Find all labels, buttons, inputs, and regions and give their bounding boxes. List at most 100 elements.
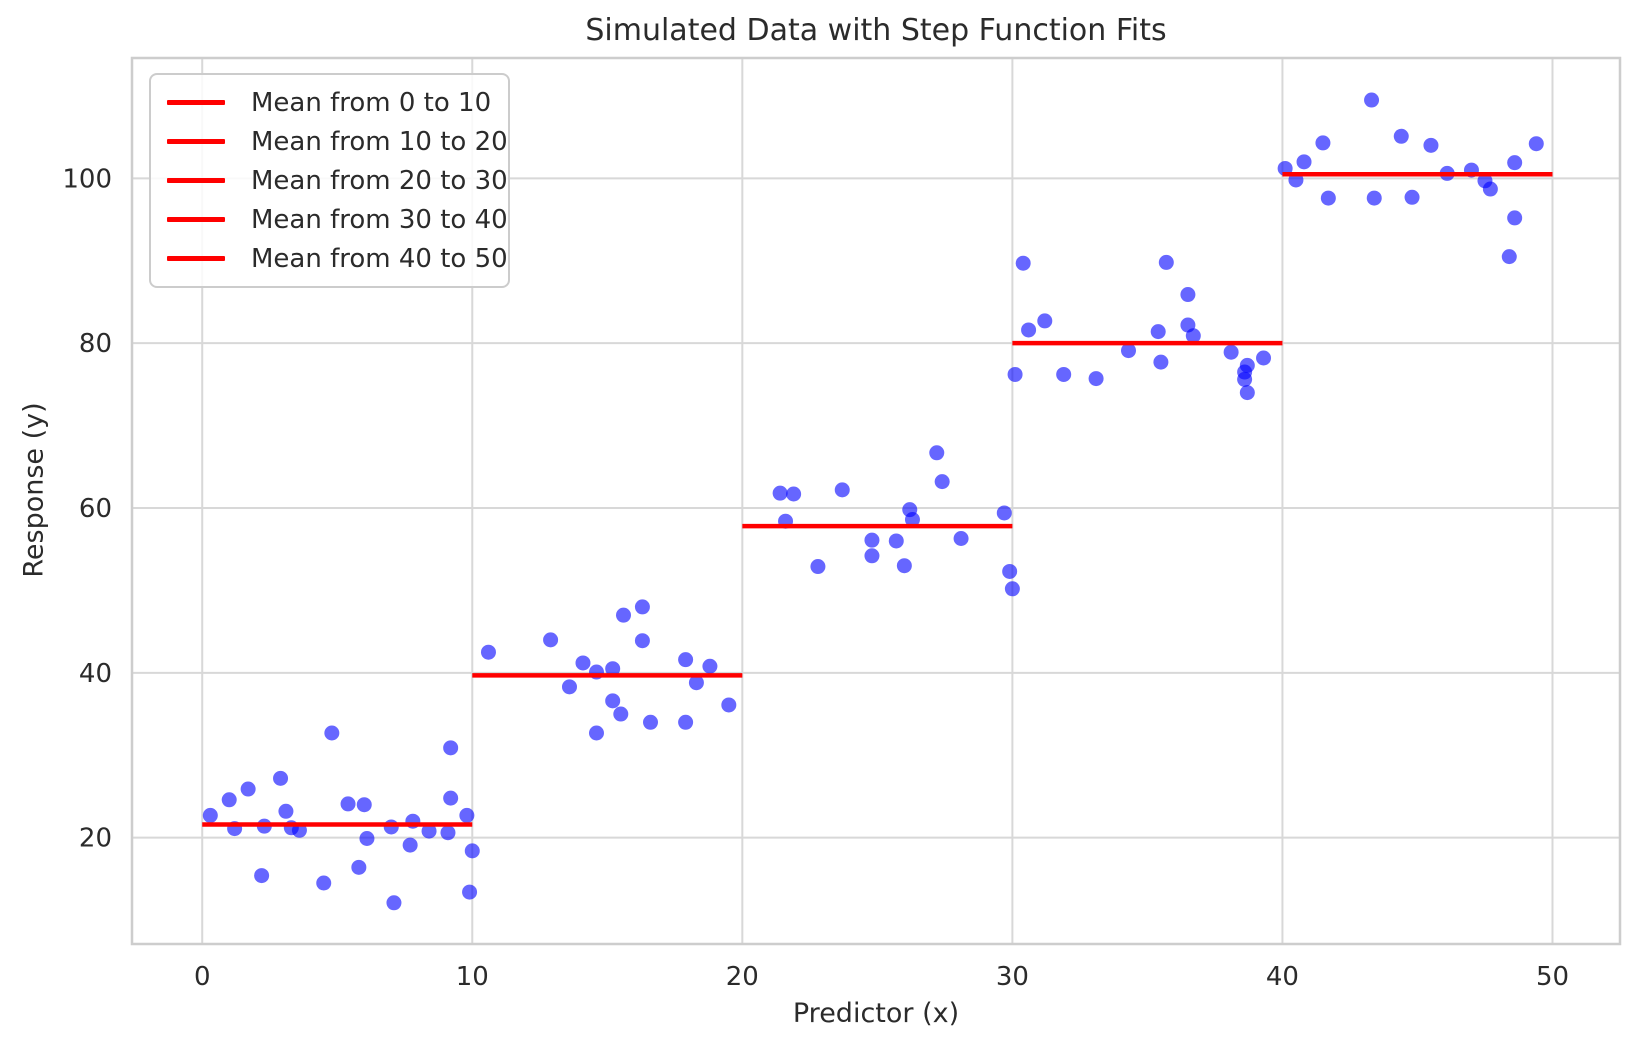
legend-line-sample-icon [167, 178, 225, 183]
scatter-point [605, 661, 621, 677]
scatter-point [864, 548, 880, 564]
scatter-point [356, 797, 372, 813]
scatter-point [864, 532, 880, 548]
legend-line-sample-icon [167, 100, 225, 105]
scatter-point [896, 558, 912, 574]
legend-label: Mean from 40 to 50 [251, 243, 508, 274]
scatter-point [1121, 343, 1137, 359]
scatter-point [1088, 371, 1104, 387]
scatter-point [459, 807, 475, 823]
scatter-point [1507, 155, 1523, 171]
legend-label: Mean from 20 to 30 [251, 165, 508, 196]
scatter-point [810, 559, 826, 575]
scatter-point [464, 843, 480, 859]
scatter-point [1296, 154, 1312, 170]
scatter-point [1528, 136, 1544, 152]
scatter-point [480, 644, 496, 660]
scatter-point [634, 599, 650, 615]
scatter-point [605, 693, 621, 709]
scatter-point [953, 531, 969, 547]
scatter-point [1320, 190, 1336, 206]
y-tick-label: 80 [79, 329, 112, 359]
scatter-point [278, 803, 294, 819]
scatter-point [1366, 190, 1382, 206]
scatter-point [1056, 366, 1072, 382]
legend-label: Mean from 0 to 10 [251, 87, 492, 118]
scatter-point [1185, 328, 1201, 344]
scatter-point [772, 485, 788, 501]
scatter-point [1007, 366, 1023, 382]
scatter-point [643, 714, 659, 730]
scatter-point [934, 474, 950, 490]
scatter-point [615, 607, 631, 623]
scatter-point [888, 533, 904, 549]
scatter-point [421, 823, 437, 839]
y-axis-label: Response (y) [18, 402, 50, 578]
scatter-point [678, 714, 694, 730]
y-tick-label: 20 [79, 824, 112, 854]
scatter-point [688, 675, 704, 691]
scatter-point [443, 790, 459, 806]
scatter-point [1223, 344, 1239, 360]
scatter-point [929, 445, 945, 461]
scatter-point [1507, 210, 1523, 226]
scatter-point [1239, 385, 1255, 401]
y-tick-label: 60 [79, 494, 112, 524]
scatter-point [613, 706, 629, 722]
x-tick-label: 30 [996, 962, 1029, 992]
scatter-point [440, 825, 456, 841]
scatter-point [240, 781, 256, 797]
scatter-point [386, 895, 402, 911]
x-tick-label: 40 [1266, 962, 1299, 992]
scatter-point [1150, 324, 1166, 340]
scatter-point [1237, 371, 1253, 387]
scatter-point [1037, 313, 1053, 329]
scatter-point [443, 740, 459, 756]
scatter-point [1002, 563, 1018, 579]
y-tick-label: 100 [62, 164, 112, 194]
legend-row: Mean from 30 to 40 [167, 201, 508, 239]
scatter-point [462, 884, 478, 900]
scatter-point [1021, 322, 1037, 338]
scatter-point [359, 831, 375, 847]
scatter-point [786, 486, 802, 502]
plot-border [130, 56, 1622, 946]
scatter-point [351, 859, 367, 875]
legend-row: Mean from 10 to 20 [167, 123, 508, 161]
scatter-point [1004, 581, 1020, 597]
scatter-point [561, 679, 577, 695]
x-tick-label: 0 [194, 962, 211, 992]
legend-row: Mean from 20 to 30 [167, 162, 508, 200]
scatter-point [634, 633, 650, 649]
legend-line-sample-icon [167, 256, 225, 261]
scatter-point [1364, 92, 1380, 108]
legend: Mean from 0 to 10 Mean from 10 to 20 Mea… [149, 73, 510, 288]
scatter-point [721, 697, 737, 713]
legend-line-sample-icon [167, 139, 225, 144]
legend-line-sample-icon [167, 217, 225, 222]
scatter-point [678, 652, 694, 668]
x-tick-label: 50 [1536, 962, 1569, 992]
scatter-point [340, 796, 356, 812]
scatter-point [1158, 254, 1174, 270]
scatter-point [1315, 135, 1331, 151]
scatter-point [1404, 189, 1420, 205]
scatter-point [273, 770, 289, 786]
scatter-point [1256, 350, 1272, 366]
scatter-point [1501, 249, 1517, 265]
scatter-point [588, 725, 604, 741]
scatter-point [254, 868, 270, 884]
scatter-point [202, 807, 218, 823]
scatter-point [383, 819, 399, 835]
legend-label: Mean from 30 to 40 [251, 204, 508, 235]
legend-row: Mean from 40 to 50 [167, 240, 508, 278]
scatter-point [316, 875, 332, 891]
scatter-point [1153, 354, 1169, 370]
x-axis-label: Predictor (x) [792, 998, 960, 1029]
scatter-point [575, 655, 591, 671]
scatter-point [221, 792, 237, 808]
scatter-point [543, 632, 559, 648]
scatter-point [904, 512, 920, 528]
scatter-point [1015, 255, 1031, 271]
scatter-point [1239, 357, 1255, 373]
